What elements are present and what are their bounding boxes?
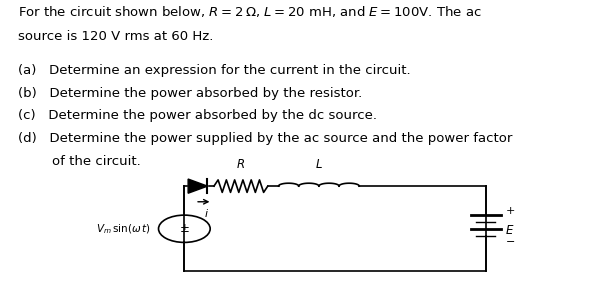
Text: (a)   Determine an expression for the current in the circuit.: (a) Determine an expression for the curr… <box>18 64 410 77</box>
Text: of the circuit.: of the circuit. <box>18 155 140 168</box>
Text: (d)   Determine the power supplied by the ac source and the power factor: (d) Determine the power supplied by the … <box>18 132 512 145</box>
Polygon shape <box>188 179 207 193</box>
Text: $R$: $R$ <box>236 158 245 171</box>
Text: For the circuit shown below, $R = 2\,\Omega$, $L = 20$ mH, and $E = 100$V. The a: For the circuit shown below, $R = 2\,\Om… <box>18 4 481 19</box>
Text: $\pm$: $\pm$ <box>179 222 190 235</box>
Text: $-$: $-$ <box>505 235 515 245</box>
Text: (b)   Determine the power absorbed by the resistor.: (b) Determine the power absorbed by the … <box>18 87 362 100</box>
Text: $L$: $L$ <box>315 158 323 171</box>
Text: (c)   Determine the power absorbed by the dc source.: (c) Determine the power absorbed by the … <box>18 109 376 122</box>
Text: $V_m\,\mathrm{sin}(\omega\,t)$: $V_m\,\mathrm{sin}(\omega\,t)$ <box>96 222 151 236</box>
Text: source is 120 V rms at 60 Hz.: source is 120 V rms at 60 Hz. <box>18 30 213 43</box>
Text: $i$: $i$ <box>204 208 209 220</box>
Text: $E$: $E$ <box>505 224 515 237</box>
Text: $+$: $+$ <box>505 205 515 216</box>
